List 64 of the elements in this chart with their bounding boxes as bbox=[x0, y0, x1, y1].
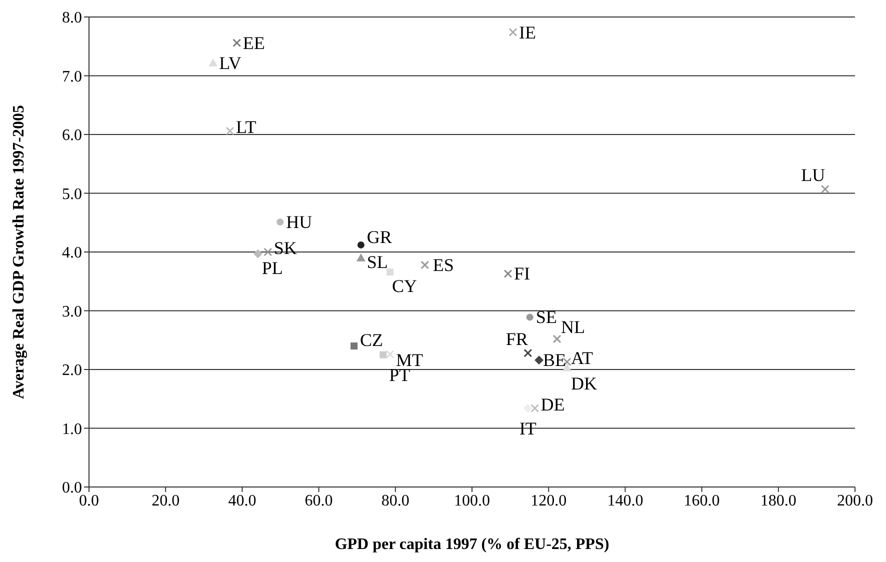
y-tick-label: 8.0 bbox=[62, 10, 82, 27]
x-tick-label: 60.0 bbox=[304, 492, 333, 510]
point bbox=[380, 351, 387, 358]
point bbox=[208, 58, 218, 66]
series-label: LT bbox=[236, 116, 256, 137]
series-label: CY bbox=[392, 276, 418, 296]
series-label: EE bbox=[242, 32, 265, 53]
point bbox=[357, 241, 364, 248]
point bbox=[526, 314, 534, 321]
y-tick-label: 2.0 bbox=[62, 362, 82, 380]
series-label: LU bbox=[801, 165, 826, 186]
point bbox=[386, 350, 394, 358]
series-label: AT bbox=[570, 348, 593, 368]
point bbox=[276, 218, 284, 226]
point bbox=[386, 268, 394, 276]
x-tick-label: 80.0 bbox=[381, 492, 410, 510]
series-label: CZ bbox=[360, 330, 384, 350]
point bbox=[253, 249, 262, 258]
series-label: NL bbox=[561, 316, 586, 337]
x-tick-label: 140.0 bbox=[607, 492, 644, 510]
series-label: DK bbox=[570, 374, 597, 394]
point bbox=[508, 28, 518, 37]
y-tick-label: 4.0 bbox=[62, 244, 82, 262]
series-label: PL bbox=[262, 258, 283, 278]
x-tick-label: 180.0 bbox=[760, 492, 796, 510]
x-tick-label: 100.0 bbox=[454, 492, 490, 510]
point bbox=[534, 356, 544, 365]
series-label: FI bbox=[514, 264, 530, 284]
y-tick-label: 1.0 bbox=[62, 420, 82, 438]
point bbox=[820, 184, 830, 194]
series-label: FR bbox=[506, 329, 528, 350]
series-label: BE bbox=[543, 350, 566, 370]
y-tick-label: 0.0 bbox=[62, 480, 82, 497]
y-tick-label: 3.0 bbox=[62, 303, 82, 320]
series-label: IE bbox=[518, 22, 536, 42]
point bbox=[356, 253, 366, 262]
series-label: DE bbox=[540, 394, 565, 414]
x-tick-label: 20.0 bbox=[152, 492, 180, 510]
point bbox=[524, 348, 532, 358]
x-tick-label: 120.0 bbox=[530, 492, 567, 510]
series-label: ES bbox=[432, 254, 454, 275]
x-tick-label: 200.0 bbox=[837, 492, 873, 510]
series-label: LV bbox=[219, 52, 242, 73]
y-tick-label: 5.0 bbox=[62, 186, 82, 203]
point bbox=[232, 38, 242, 48]
point bbox=[523, 404, 532, 413]
series-label: SE bbox=[536, 307, 557, 328]
y-tick-label: 6.0 bbox=[62, 127, 82, 144]
x-axis-title: GPD per capita 1997 (% of EU-25, PPS) bbox=[334, 536, 610, 553]
point bbox=[420, 260, 430, 270]
point bbox=[350, 342, 358, 350]
x-tick-label: 160.0 bbox=[684, 492, 720, 510]
x-tick-label: 0.0 bbox=[79, 492, 99, 510]
y-tick-label: 7.0 bbox=[62, 68, 82, 86]
series-label: SL bbox=[366, 252, 388, 272]
point bbox=[226, 126, 234, 136]
point bbox=[264, 248, 272, 256]
x-tick-label: 40.0 bbox=[228, 492, 256, 510]
point bbox=[530, 404, 540, 413]
series-label: HU bbox=[286, 212, 312, 232]
point bbox=[504, 269, 512, 278]
series-label: GR bbox=[366, 226, 392, 247]
point bbox=[552, 334, 562, 344]
y-axis-title: Average Real GDP Growth Rate 1997-2005 bbox=[10, 104, 28, 400]
